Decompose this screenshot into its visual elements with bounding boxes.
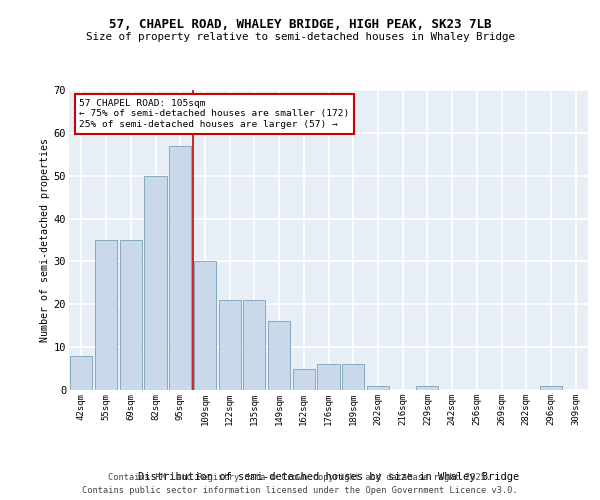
Bar bbox=[95, 240, 117, 390]
Bar bbox=[243, 300, 265, 390]
Bar bbox=[367, 386, 389, 390]
Bar bbox=[293, 368, 315, 390]
Bar bbox=[119, 240, 142, 390]
Bar bbox=[268, 322, 290, 390]
X-axis label: Distribution of semi-detached houses by size in Whaley Bridge: Distribution of semi-detached houses by … bbox=[138, 472, 519, 482]
Bar bbox=[169, 146, 191, 390]
Bar bbox=[194, 262, 216, 390]
Text: 57, CHAPEL ROAD, WHALEY BRIDGE, HIGH PEAK, SK23 7LB: 57, CHAPEL ROAD, WHALEY BRIDGE, HIGH PEA… bbox=[109, 18, 491, 30]
Text: Contains HM Land Registry data © Crown copyright and database right 2025.
Contai: Contains HM Land Registry data © Crown c… bbox=[82, 474, 518, 495]
Bar bbox=[416, 386, 439, 390]
Text: Size of property relative to semi-detached houses in Whaley Bridge: Size of property relative to semi-detach… bbox=[86, 32, 515, 42]
Bar bbox=[317, 364, 340, 390]
Bar bbox=[145, 176, 167, 390]
Bar bbox=[70, 356, 92, 390]
Y-axis label: Number of semi-detached properties: Number of semi-detached properties bbox=[40, 138, 50, 342]
Bar bbox=[218, 300, 241, 390]
Text: 57 CHAPEL ROAD: 105sqm
← 75% of semi-detached houses are smaller (172)
25% of se: 57 CHAPEL ROAD: 105sqm ← 75% of semi-det… bbox=[79, 99, 350, 129]
Bar bbox=[342, 364, 364, 390]
Bar bbox=[540, 386, 562, 390]
